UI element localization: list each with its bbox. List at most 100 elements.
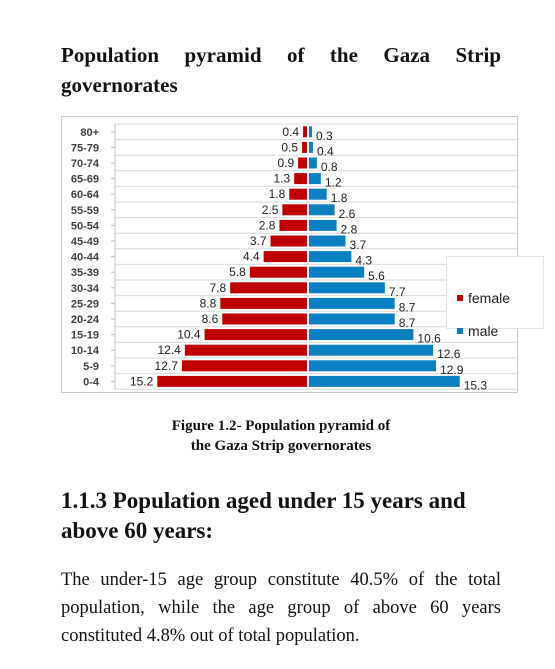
male-bar: [309, 219, 337, 231]
female-value-label: 8.6: [202, 312, 219, 326]
age-group-label: 10-14: [71, 345, 100, 357]
male-bar: [309, 297, 395, 309]
female-bar: [279, 219, 307, 231]
male-bar: [309, 173, 321, 185]
age-group-label: 65-69: [71, 174, 99, 186]
age-group-label: 15-19: [71, 330, 99, 342]
female-bar: [302, 141, 307, 153]
female-value-label: 1.8: [269, 187, 286, 201]
age-group-label: 35-39: [71, 267, 99, 279]
age-group-label: 70-74: [71, 158, 100, 170]
legend-item-female: female: [457, 290, 510, 306]
male-bar: [309, 126, 312, 138]
female-value-label: 2.8: [259, 218, 276, 232]
figure-caption: Figure 1.2- Population pyramid of the Ga…: [61, 416, 501, 456]
male-bar: [309, 329, 414, 341]
female-value-label: 12.7: [155, 359, 179, 373]
female-value-label: 10.4: [177, 328, 201, 342]
age-group-label: 20-24: [71, 314, 100, 326]
figure-caption-line-2: the Gaza Strip governorates: [190, 438, 372, 454]
legend-swatch-female: [457, 295, 463, 301]
age-group-label: 80+: [80, 127, 99, 139]
male-bar: [309, 266, 365, 278]
male-value-label: 15.3: [464, 378, 488, 392]
section-heading: 1.1.3 Population aged under 15 years and…: [61, 488, 466, 543]
legend-label-male: male: [468, 323, 499, 339]
age-group-label: 30-34: [71, 283, 100, 295]
female-bar: [298, 157, 307, 169]
female-bar: [270, 235, 307, 247]
male-value-label: 12.6: [437, 347, 461, 361]
female-bar: [204, 329, 307, 341]
female-bar: [289, 188, 307, 200]
female-bar: [294, 173, 307, 185]
male-value-label: 7.7: [389, 285, 406, 299]
male-bar: [309, 344, 434, 356]
female-bar: [181, 360, 307, 372]
male-bar: [309, 157, 317, 169]
body-paragraph: The under-15 age group constitute 40.5% …: [61, 570, 501, 646]
legend-label-female: female: [468, 290, 511, 306]
female-value-label: 3.7: [250, 234, 267, 248]
male-value-label: 4.3: [355, 254, 372, 268]
legend-swatch-male: [457, 328, 463, 334]
male-bar: [309, 188, 327, 200]
male-value-label: 0.8: [321, 160, 338, 174]
female-value-label: 0.9: [277, 156, 294, 170]
age-group-label: 50-54: [71, 220, 100, 232]
population-pyramid-chart: 80+ 0.4 0.3 75-79 0.5 0.4 70-74 0.9 0.8 65-69 1.3 1…: [61, 116, 544, 393]
male-bar: [309, 141, 313, 153]
female-value-label: 7.8: [209, 281, 226, 295]
age-group-label: 60-64: [71, 189, 100, 201]
male-bar: [309, 204, 335, 216]
male-bar: [309, 282, 385, 294]
female-value-label: 5.8: [229, 265, 246, 279]
male-bar: [309, 313, 395, 325]
female-bar: [303, 126, 307, 138]
female-bar: [222, 313, 307, 325]
legend-item-male: male: [457, 323, 498, 339]
female-value-label: 4.4: [243, 250, 260, 264]
male-value-label: 5.6: [368, 269, 385, 283]
male-value-label: 3.7: [349, 238, 366, 252]
male-value-label: 8.7: [399, 316, 416, 330]
female-bar: [282, 204, 307, 216]
female-value-label: 1.3: [274, 172, 291, 186]
female-bar: [220, 297, 307, 309]
male-value-label: 0.4: [317, 144, 334, 158]
male-bar: [309, 375, 460, 387]
age-group-label: 40-44: [71, 252, 100, 264]
age-group-label: 0-4: [83, 376, 100, 388]
male-value-label: 12.9: [440, 363, 464, 377]
age-group-label: 5-9: [83, 361, 99, 373]
female-bar: [263, 251, 307, 263]
page-title: Population pyramid of the Gaza Strip gov…: [61, 43, 501, 97]
male-value-label: 2.6: [339, 207, 356, 221]
age-group-label: 55-59: [71, 205, 99, 217]
female-value-label: 12.4: [158, 343, 182, 357]
figure-caption-line-1: Figure 1.2- Population pyramid of: [171, 418, 391, 434]
female-bar: [157, 375, 307, 387]
female-value-label: 0.4: [282, 125, 299, 139]
female-value-label: 0.5: [281, 140, 298, 154]
male-bar: [309, 360, 437, 372]
male-value-label: 10.6: [417, 332, 441, 346]
age-group-label: 25-29: [71, 298, 99, 310]
female-bar: [230, 282, 307, 294]
female-value-label: 2.5: [262, 203, 279, 217]
age-group-label: 45-49: [71, 236, 99, 248]
female-bar: [184, 344, 307, 356]
pyramid-svg: 80+ 0.4 0.375-79 0.5 0.470-74 0.9 0.865-69 1.3 1…: [71, 123, 517, 392]
male-value-label: 2.8: [341, 222, 358, 236]
female-value-label: 15.2: [130, 374, 154, 388]
male-value-label: 1.8: [331, 191, 348, 205]
male-bar: [309, 251, 352, 263]
male-value-label: 0.3: [316, 129, 333, 143]
male-value-label: 1.2: [325, 176, 342, 190]
chart-legend: female male: [446, 256, 544, 339]
female-value-label: 8.8: [200, 296, 217, 310]
male-value-label: 8.7: [399, 300, 416, 314]
female-bar: [249, 266, 307, 278]
age-group-label: 75-79: [71, 142, 99, 154]
male-bar: [309, 235, 346, 247]
